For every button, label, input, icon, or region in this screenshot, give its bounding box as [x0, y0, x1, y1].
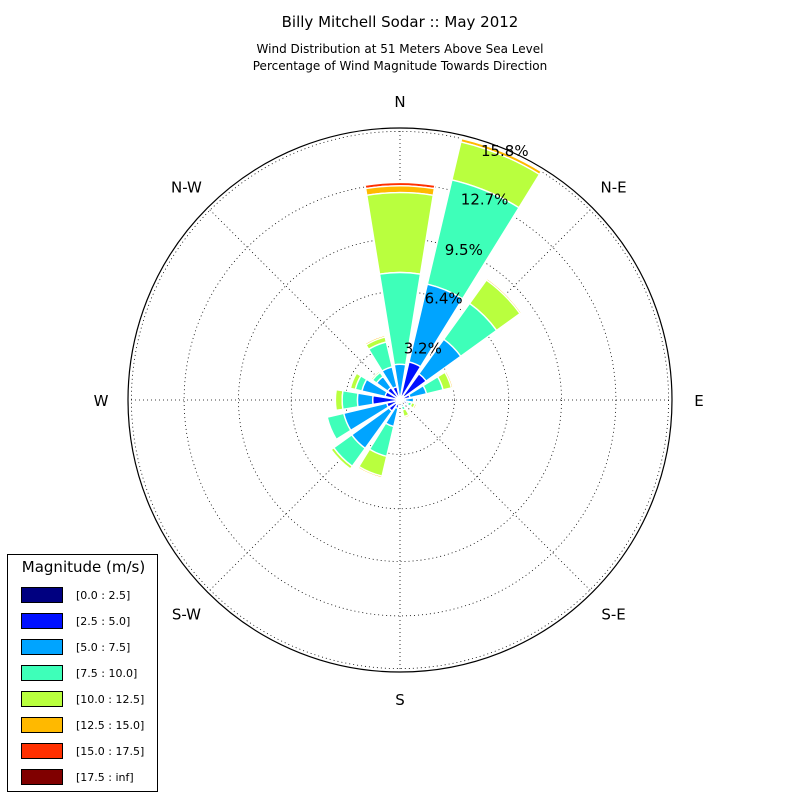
legend-label: [7.5 : 10.0]: [76, 667, 138, 680]
direction-label-s-e: S-E: [601, 606, 625, 624]
radial-tick-label: 12.7%: [461, 191, 509, 209]
direction-label-n: N: [394, 93, 405, 111]
bar-segment: [356, 392, 374, 408]
radial-tick-label: 3.2%: [404, 340, 442, 358]
legend-label: [15.0 : 17.5]: [76, 745, 145, 758]
legend-swatch: [21, 665, 63, 681]
sector-225: [330, 399, 401, 470]
chart-title: Billy Mitchell Sodar :: May 2012: [281, 13, 519, 31]
sector-292.5: [349, 372, 401, 401]
direction-label-n-e: N-E: [600, 178, 626, 196]
legend-swatch: [21, 717, 63, 733]
legend-swatch: [21, 743, 63, 759]
direction-labels: N N-E E S-E S S-W W N-W: [94, 93, 704, 709]
legend-title: Magnitude (m/s): [21, 558, 146, 576]
grid-spoke: [207, 399, 401, 593]
chart-subtitle-line1: Wind Distribution at 51 Meters Above Sea…: [256, 42, 544, 56]
sector-45: [399, 277, 523, 401]
grid-circle: [345, 345, 455, 455]
radial-tick-label: 6.4%: [425, 289, 463, 307]
direction-label-w: W: [94, 392, 109, 410]
legend-label: [0.0 : 2.5]: [76, 589, 131, 602]
radial-tick-label: 15.8%: [481, 142, 529, 160]
bar-segment: [341, 389, 359, 411]
sector-22.5: [399, 137, 543, 401]
direction-label-n-w: N-W: [171, 178, 202, 196]
sector-337.5: [364, 334, 401, 401]
sector-0: [364, 181, 436, 401]
direction-label-s: S: [395, 691, 405, 709]
sector-270: [334, 388, 401, 412]
bar-segment: [397, 395, 401, 401]
legend: Magnitude (m/s) [0.0 : 2.5] [2.5 : 5.0] …: [7, 554, 158, 792]
sector-247.5: [326, 399, 401, 441]
legend-swatch: [21, 587, 63, 603]
legend-swatch: [21, 769, 63, 785]
legend-label: [17.5 : inf]: [76, 771, 134, 784]
bar-segment: [365, 191, 435, 275]
legend-label: [10.0 : 12.5]: [76, 693, 145, 706]
radial-tick-labels: 3.2% 6.4% 9.5% 12.7% 15.8%: [404, 142, 529, 358]
legend-swatch: [21, 613, 63, 629]
legend-label: [2.5 : 5.0]: [76, 615, 131, 628]
outer-frame: [127, 127, 673, 673]
legend-swatch: [21, 639, 63, 655]
direction-label-e: E: [694, 392, 703, 410]
grid-spoke: [399, 399, 593, 593]
radial-tick-label: 9.5%: [445, 241, 483, 259]
sector-67.5: [399, 370, 454, 401]
legend-label: [5.0 : 7.5]: [76, 641, 131, 654]
legend-swatch: [21, 691, 63, 707]
windrose-bars: [326, 137, 543, 479]
direction-label-s-w: S-W: [172, 606, 201, 624]
grid-spoke: [207, 207, 401, 401]
sector-157.5: [399, 399, 411, 420]
chart-subtitle-line2: Percentage of Wind Magnitude Towards Dir…: [252, 59, 548, 73]
sector-202.5: [357, 399, 401, 479]
legend-label: [12.5 : 15.0]: [76, 719, 145, 732]
